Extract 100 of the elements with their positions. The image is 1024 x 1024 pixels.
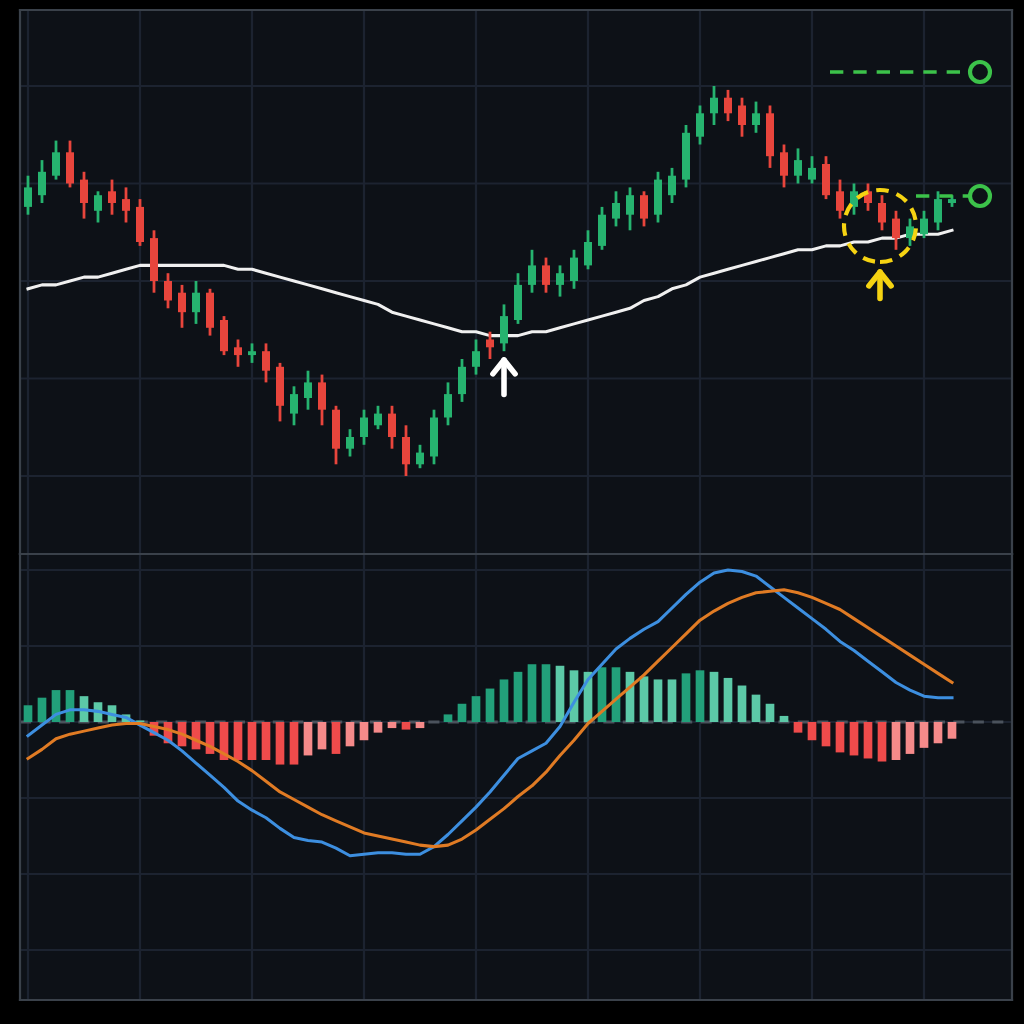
bar [933, 722, 943, 744]
bar [863, 722, 873, 759]
candlestick [346, 427, 354, 458]
candlestick [332, 404, 340, 466]
bar [849, 722, 859, 756]
candlestick [724, 88, 732, 123]
bar [905, 722, 915, 754]
candlestick [192, 279, 200, 326]
candlestick [402, 423, 410, 478]
bar [317, 722, 327, 750]
candlestick [906, 217, 914, 248]
candlestick [150, 228, 158, 295]
candlestick [122, 186, 130, 224]
candlestick [374, 404, 382, 431]
candlestick [514, 271, 522, 326]
candlestick [528, 248, 536, 295]
bar [457, 703, 467, 722]
bar [499, 679, 509, 722]
bar [765, 703, 775, 722]
candlestick [766, 104, 774, 170]
candlestick [38, 158, 46, 205]
candlestick [458, 357, 466, 404]
bar [737, 685, 747, 722]
bar [275, 722, 285, 765]
bar [695, 670, 705, 722]
candlestick [304, 369, 312, 412]
candlestick [178, 283, 186, 330]
candlestick [878, 193, 886, 232]
candlestick [360, 408, 368, 447]
candlestick [472, 338, 480, 376]
candlestick [934, 189, 942, 232]
candlestick [738, 96, 746, 139]
candlestick [318, 373, 326, 427]
candlestick [598, 205, 606, 252]
candlestick [556, 264, 564, 298]
candlestick [780, 143, 788, 189]
candlestick [836, 178, 844, 220]
bar [835, 722, 845, 753]
candlestick [696, 104, 704, 146]
candlestick [752, 100, 760, 135]
candlestick [220, 314, 228, 357]
bar [541, 664, 551, 722]
candlestick [164, 271, 172, 310]
bar [23, 705, 33, 722]
candlestick [276, 361, 284, 423]
bar [667, 679, 677, 722]
bar [947, 722, 957, 739]
bar [821, 722, 831, 747]
bar [387, 722, 397, 729]
candlestick [570, 248, 578, 291]
bar [751, 694, 761, 722]
bar [233, 722, 243, 760]
candlestick [52, 139, 60, 181]
bar [485, 688, 495, 722]
bar [247, 722, 257, 760]
candlestick [80, 170, 88, 220]
candlestick [794, 147, 802, 185]
bar [303, 722, 313, 756]
bar [891, 722, 901, 760]
candlestick [822, 154, 830, 201]
candlestick [626, 186, 634, 232]
candlestick [500, 303, 508, 353]
bar [415, 722, 425, 729]
candlestick [850, 182, 858, 217]
bar [289, 722, 299, 765]
bar [639, 676, 649, 722]
candlestick [584, 228, 592, 271]
bar [527, 664, 537, 722]
candlestick [388, 404, 396, 451]
bar [653, 679, 663, 722]
candlestick [920, 209, 928, 240]
bar [807, 722, 817, 741]
candlestick [682, 123, 690, 189]
candlestick [248, 342, 256, 365]
bar [359, 722, 369, 741]
candlestick [808, 154, 816, 185]
candlestick [612, 189, 620, 228]
bar [471, 696, 481, 722]
candlestick [234, 338, 242, 369]
candlestick [668, 166, 676, 205]
bar [37, 697, 47, 722]
bar [443, 714, 453, 722]
candlestick [66, 139, 74, 189]
bar [373, 722, 383, 733]
bar [331, 722, 341, 754]
candlestick [486, 330, 494, 361]
bar [513, 671, 523, 722]
bar [723, 677, 733, 722]
candlestick [654, 170, 662, 224]
candlestick [542, 256, 550, 295]
bar [555, 665, 565, 722]
bar [709, 671, 719, 722]
candlestick [136, 197, 144, 248]
bar [919, 722, 929, 748]
bar [681, 673, 691, 722]
candlestick [640, 189, 648, 228]
candlestick [416, 443, 424, 470]
bar [793, 722, 803, 733]
bar [261, 722, 271, 760]
bar [779, 715, 789, 722]
